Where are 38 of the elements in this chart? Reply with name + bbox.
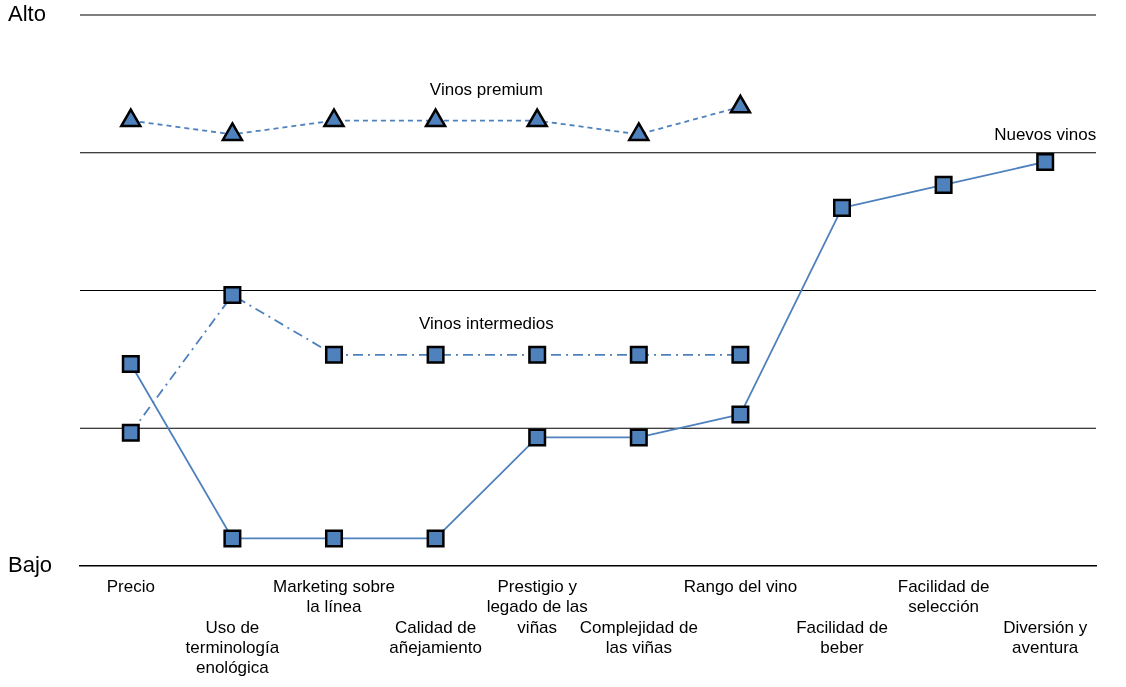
point [934, 175, 953, 194]
x-tick-label: Calidad de añejamiento [389, 617, 482, 658]
point [628, 122, 650, 142]
point [424, 108, 447, 128]
point [323, 108, 345, 128]
point [629, 428, 648, 447]
x-tick-label: Marketing sobre la línea [273, 576, 395, 617]
series-label: Vinos premium [429, 79, 543, 99]
point [832, 198, 852, 217]
x-tick-label: Precio [106, 576, 155, 596]
x-tick-label: Diversión y aventura [1003, 617, 1088, 658]
point [1036, 152, 1055, 171]
point [526, 108, 548, 128]
series-label: Vinos intermedios [418, 313, 554, 333]
point [629, 345, 648, 364]
point [729, 94, 752, 114]
x-tick-label: Uso de terminología enológica [185, 617, 280, 678]
text: Alto [8, 1, 46, 27]
series-label: Nuevos vinos [994, 125, 1097, 145]
x-tick-label: Complejidad de las viñas [579, 617, 698, 658]
point [221, 122, 244, 142]
point [426, 529, 445, 548]
point [324, 345, 344, 364]
point [426, 345, 445, 364]
point [121, 423, 140, 442]
point [121, 354, 140, 373]
point [223, 529, 242, 548]
x-tick-label: Rango del vino [683, 576, 798, 596]
point [120, 108, 142, 128]
text: Bajo [8, 552, 53, 578]
point [528, 428, 547, 447]
point [731, 345, 750, 364]
x-tick-label: Facilidad de selección [897, 576, 990, 617]
point [731, 405, 750, 424]
x-tick-label: Facilidad de beber [796, 617, 888, 658]
point [528, 345, 547, 364]
point [223, 286, 242, 305]
point [324, 529, 344, 548]
